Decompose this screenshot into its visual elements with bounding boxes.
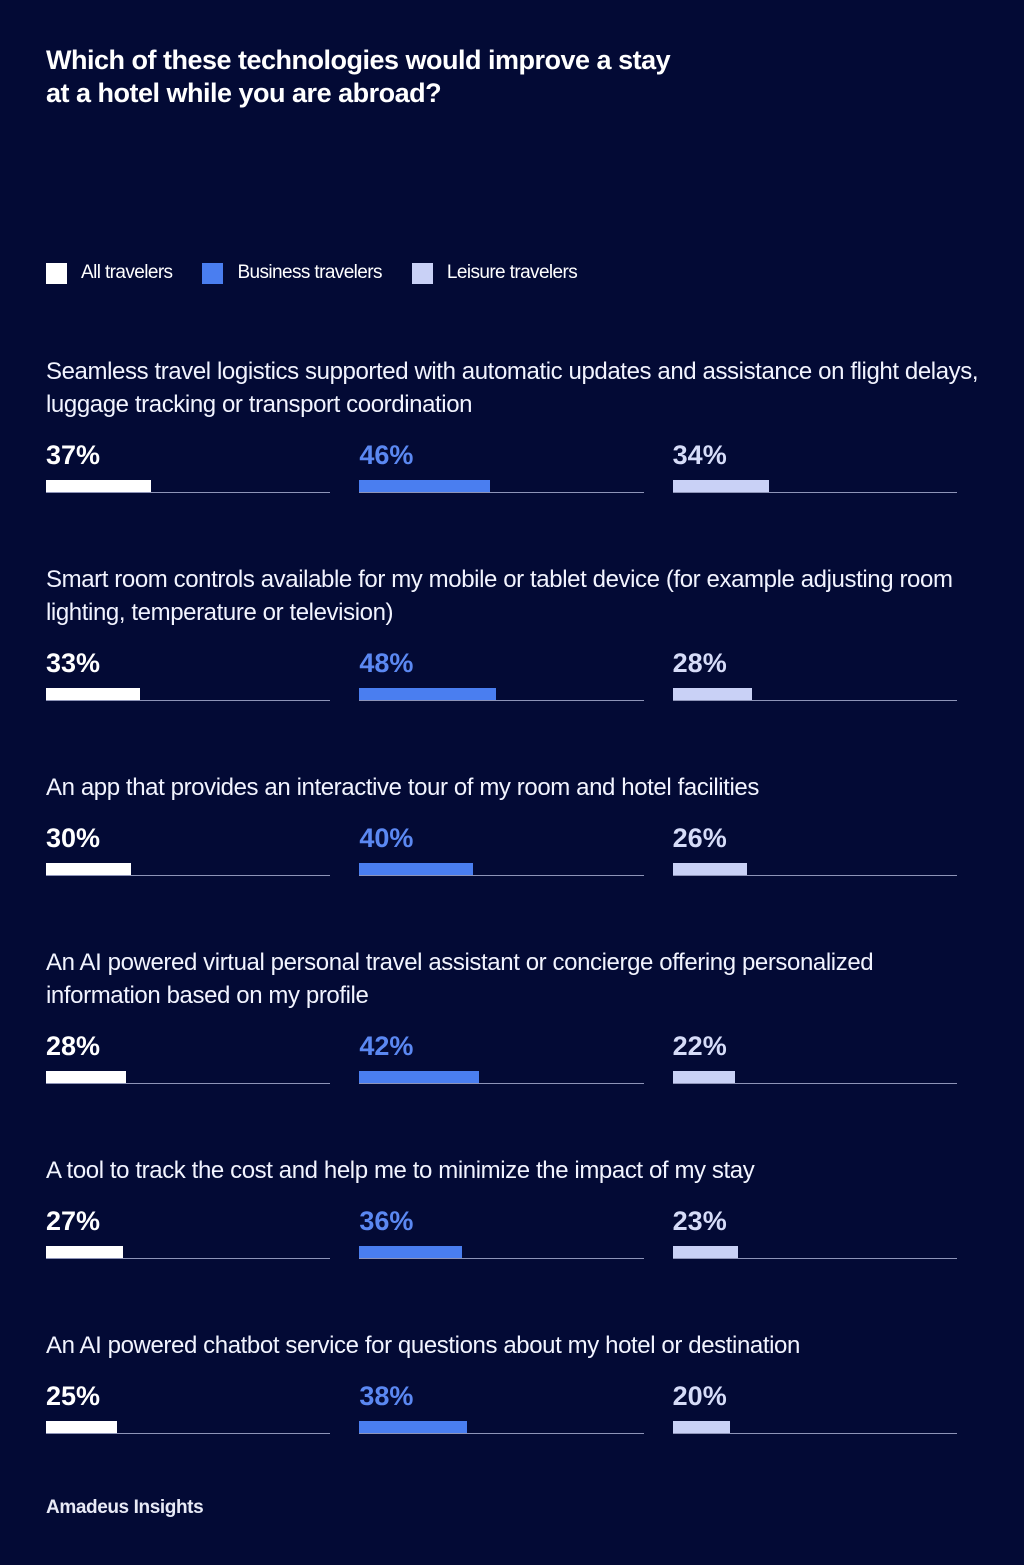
- bar: [672, 1246, 739, 1259]
- data-label: 22%: [672, 1031, 727, 1061]
- category-label: An AI powered virtual personal travel as…: [46, 949, 874, 1009]
- bar-track: [359, 1071, 644, 1084]
- bar-track: [46, 863, 331, 876]
- data-label: 34%: [672, 440, 727, 470]
- legend-label: All travelers: [81, 262, 173, 283]
- category-label: Seamless travel logistics supported with…: [46, 358, 979, 418]
- data-label: 48%: [359, 648, 414, 678]
- category-group: Smart room controls available for my mob…: [46, 563, 986, 701]
- bar-column: 30%: [46, 823, 331, 876]
- data-label: 27%: [46, 1206, 101, 1236]
- bar: [359, 1246, 462, 1259]
- category-group: An AI powered chatbot service for questi…: [46, 1329, 986, 1434]
- data-label: 38%: [359, 1381, 414, 1411]
- bar: [359, 1071, 479, 1084]
- bar-column: 42%: [359, 1031, 644, 1084]
- bar-track: [672, 1246, 958, 1259]
- legend-item: Business travelers: [202, 262, 382, 284]
- legend-swatch: [46, 262, 67, 284]
- bar-track: [359, 688, 644, 701]
- category-group: An AI powered virtual personal travel as…: [46, 946, 986, 1084]
- bar-column: 26%: [672, 823, 958, 876]
- bar: [46, 688, 140, 701]
- category-label: A tool to track the cost and help me to …: [46, 1157, 755, 1184]
- chart-title: Which of these technologies would improv…: [46, 45, 671, 108]
- bar-column: 33%: [46, 648, 331, 701]
- category-group: A tool to track the cost and help me to …: [46, 1154, 986, 1259]
- data-label: 40%: [359, 823, 414, 853]
- bar-column: 23%: [672, 1206, 958, 1259]
- data-label: 28%: [672, 648, 727, 678]
- data-label: 37%: [46, 440, 101, 470]
- bar: [359, 688, 496, 701]
- bar-column: 40%: [359, 823, 644, 876]
- bar-track: [672, 480, 958, 493]
- legend-item: All travelers: [46, 262, 173, 284]
- category-group: Seamless travel logistics supported with…: [46, 355, 986, 493]
- bar: [672, 688, 753, 701]
- bar-column: 46%: [359, 440, 644, 493]
- bar-column: 36%: [359, 1206, 644, 1259]
- legend: All travelers Business travelers Leisure t…: [46, 262, 607, 284]
- source-label: Amadeus Insights: [46, 1497, 204, 1518]
- bar-column: 22%: [672, 1031, 958, 1084]
- data-label: 30%: [46, 823, 101, 853]
- bar: [672, 480, 770, 493]
- bar: [672, 1421, 730, 1434]
- bar-track: [359, 863, 644, 876]
- bar-track: [46, 688, 331, 701]
- legend-label: Business travelers: [237, 262, 382, 283]
- data-label: 20%: [672, 1381, 727, 1411]
- legend-swatch: [202, 262, 224, 284]
- data-label: 46%: [359, 440, 414, 470]
- bar-track: [359, 1246, 644, 1259]
- data-label: 36%: [359, 1206, 414, 1236]
- bar-column: 48%: [359, 648, 644, 701]
- bar: [46, 1071, 126, 1084]
- data-label: 28%: [46, 1031, 101, 1061]
- bar-track: [359, 480, 644, 493]
- bar: [359, 863, 474, 876]
- legend-swatch: [411, 262, 433, 284]
- bar: [46, 863, 132, 876]
- category-label: An AI powered chatbot service for questi…: [46, 1332, 800, 1359]
- bar-column: 28%: [672, 648, 958, 701]
- bar-track: [46, 1421, 331, 1434]
- legend-item: Leisure travelers: [411, 262, 578, 284]
- data-label: 26%: [672, 823, 727, 853]
- legend-label: Leisure travelers: [446, 262, 578, 283]
- data-label: 42%: [359, 1031, 414, 1061]
- category-group: An app that provides an interactive tour…: [46, 771, 986, 876]
- bar-track: [672, 688, 958, 701]
- bar-column: 38%: [359, 1381, 644, 1434]
- bar-column: 28%: [46, 1031, 331, 1084]
- bar-track: [672, 1421, 958, 1434]
- category-label: An app that provides an interactive tour…: [46, 774, 759, 801]
- chart-groups: Seamless travel logistics supported with…: [46, 355, 986, 1504]
- bar: [46, 1246, 123, 1259]
- bar: [359, 1421, 468, 1434]
- data-label: 33%: [46, 648, 101, 678]
- category-label: Smart room controls available for my mob…: [46, 566, 953, 626]
- bar-column: 34%: [672, 440, 958, 493]
- bar-column: 37%: [46, 440, 331, 493]
- bar: [672, 1071, 736, 1084]
- bar-track: [672, 863, 958, 876]
- bar-track: [672, 1071, 958, 1084]
- bar: [672, 863, 747, 876]
- data-label: 23%: [672, 1206, 727, 1236]
- bar-column: 20%: [672, 1381, 958, 1434]
- bar-track: [359, 1421, 644, 1434]
- bar-track: [46, 1071, 331, 1084]
- bar-column: 27%: [46, 1206, 331, 1259]
- bar-column: 25%: [46, 1381, 331, 1434]
- bar: [46, 480, 152, 493]
- data-label: 25%: [46, 1381, 101, 1411]
- bar-track: [46, 480, 331, 493]
- bar: [359, 480, 491, 493]
- bar: [46, 1421, 118, 1434]
- bar-track: [46, 1246, 331, 1259]
